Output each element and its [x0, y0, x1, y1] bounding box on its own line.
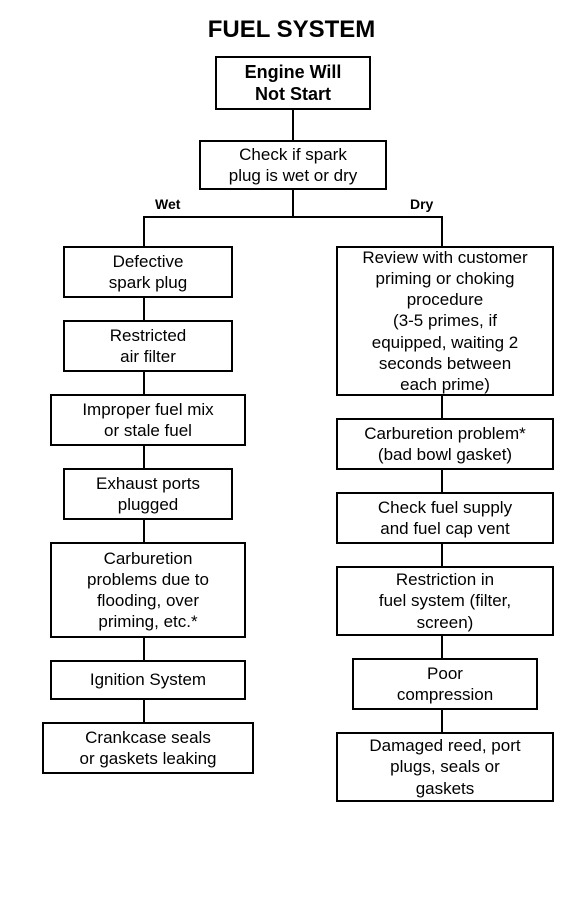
node-text: Damaged reed, port plugs, seals or gaske… [369, 735, 520, 799]
node-dry-0: Review with customer priming or choking … [336, 246, 554, 396]
connector [441, 636, 443, 658]
node-text: Carburetion problem* (bad bowl gasket) [364, 423, 526, 466]
node-wet-0: Defective spark plug [63, 246, 233, 298]
node-text: Defective spark plug [109, 251, 187, 294]
diagram-title: FUEL SYSTEM [0, 16, 583, 44]
connector [441, 470, 443, 492]
node-wet-2: Improper fuel mix or stale fuel [50, 394, 246, 446]
connector [143, 298, 145, 320]
connector [143, 216, 145, 246]
connector [143, 520, 145, 542]
connector [441, 544, 443, 566]
node-wet-5: Ignition System [50, 660, 246, 700]
node-wet-4: Carburetion problems due to flooding, ov… [50, 542, 246, 638]
node-wet-1: Restricted air filter [63, 320, 233, 372]
node-wet-6: Crankcase seals or gaskets leaking [42, 722, 254, 774]
node-dry-4: Poor compression [352, 658, 538, 710]
label-dry: Dry [410, 196, 433, 212]
connector [143, 700, 145, 722]
node-text: Review with customer priming or choking … [362, 247, 527, 396]
node-text: Exhaust ports plugged [96, 473, 200, 516]
connector [441, 396, 443, 418]
node-check: Check if spark plug is wet or dry [199, 140, 387, 190]
connector [143, 216, 443, 218]
connector [441, 216, 443, 246]
node-text: Restriction in fuel system (filter, scre… [379, 569, 511, 633]
node-start: Engine Will Not Start [215, 56, 371, 110]
node-dry-2: Check fuel supply and fuel cap vent [336, 492, 554, 544]
node-dry-1: Carburetion problem* (bad bowl gasket) [336, 418, 554, 470]
connector [143, 372, 145, 394]
node-wet-3: Exhaust ports plugged [63, 468, 233, 520]
connector [292, 190, 294, 216]
node-text: Poor compression [397, 663, 493, 706]
connector [143, 638, 145, 660]
node-text: Carburetion problems due to flooding, ov… [87, 548, 209, 633]
node-check-text: Check if spark plug is wet or dry [229, 144, 358, 187]
node-text: Ignition System [90, 669, 206, 690]
connector [441, 710, 443, 732]
node-text: Improper fuel mix or stale fuel [82, 399, 213, 442]
connector [292, 110, 294, 140]
node-start-text: Engine Will Not Start [245, 61, 342, 106]
node-text: Restricted air filter [110, 325, 187, 368]
connector [143, 446, 145, 468]
node-text: Crankcase seals or gaskets leaking [79, 727, 216, 770]
node-dry-5: Damaged reed, port plugs, seals or gaske… [336, 732, 554, 802]
label-wet: Wet [155, 196, 180, 212]
flowchart-canvas: FUEL SYSTEM Engine Will Not Start Check … [0, 0, 583, 904]
node-text: Check fuel supply and fuel cap vent [378, 497, 512, 540]
node-dry-3: Restriction in fuel system (filter, scre… [336, 566, 554, 636]
